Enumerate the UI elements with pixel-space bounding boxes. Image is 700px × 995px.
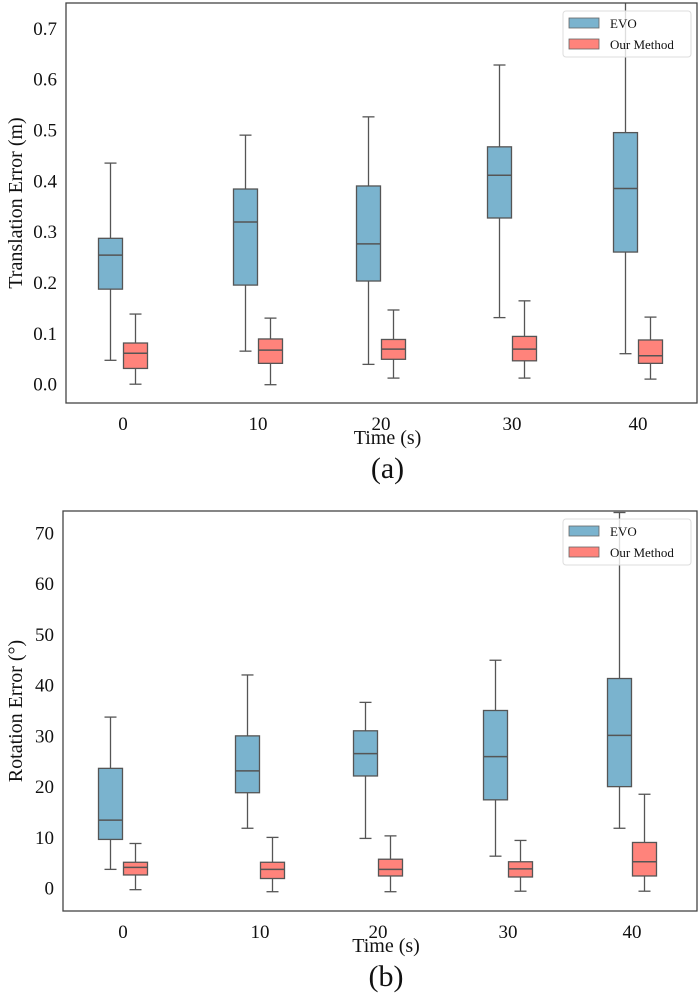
iqr-box — [606, 677, 633, 788]
box-our-method-t10 — [257, 317, 284, 386]
iqr-box — [122, 342, 149, 370]
box-our-method-t0 — [122, 313, 149, 385]
box-evo-t20 — [355, 116, 382, 366]
legend: EVO Our Method — [562, 10, 692, 58]
box-evo-t20 — [352, 701, 379, 840]
y-tick-label: 0.1 — [33, 324, 57, 345]
y-tick-label: 0 — [45, 879, 55, 900]
box-evo-t0 — [97, 716, 124, 871]
y-tick-label: 0.4 — [33, 171, 57, 192]
box-evo-t10 — [234, 674, 261, 829]
plot-area — [97, 511, 658, 893]
legend-label-our-method: Our Method — [610, 545, 674, 560]
box-evo-t10 — [232, 134, 259, 352]
y-tick-label: 70 — [35, 523, 54, 544]
y-tick-label: 10 — [35, 828, 54, 849]
x-tick-label: 20 — [369, 922, 388, 943]
box-evo-t0 — [97, 162, 124, 361]
iqr-box — [612, 131, 639, 253]
x-axis-label: Time (s) — [352, 935, 420, 957]
iqr-box — [97, 767, 124, 841]
iqr-box — [482, 709, 509, 801]
chart-panel-a: 0.0 0.1 0.2 0.3 0.4 0.5 0.6 0.7 0 10 20 30 40 Time (s… — [5, 2, 698, 485]
x-tick-label: 0 — [118, 414, 128, 435]
legend-swatch-our-method — [568, 546, 600, 558]
axes-frame — [65, 2, 698, 404]
x-axis-label: Time (s) — [354, 427, 422, 449]
box-evo-t30 — [486, 64, 513, 319]
iqr-box — [257, 338, 284, 365]
box-evo-t30 — [482, 659, 509, 857]
iqr-box — [232, 188, 259, 286]
legend-label-our-method: Our Method — [610, 37, 674, 52]
box-our-method-t0 — [122, 842, 149, 891]
iqr-box — [377, 858, 404, 877]
box-our-method-t30 — [511, 300, 538, 379]
iqr-box — [259, 861, 286, 880]
x-tick-label: 10 — [251, 922, 270, 943]
y-tick-label: 60 — [35, 574, 54, 595]
box-our-method-t40 — [631, 793, 658, 892]
iqr-box — [122, 861, 149, 876]
y-tick-label: 40 — [35, 676, 54, 697]
y-axis-label: Rotation Error (°) — [5, 640, 27, 782]
box-our-method-t10 — [259, 836, 286, 893]
plot-area — [97, 3, 664, 386]
x-tick-label: 10 — [249, 414, 268, 435]
panel-label: (a) — [371, 452, 404, 485]
legend-swatch-our-method — [568, 38, 600, 50]
y-tick-label: 50 — [35, 625, 54, 646]
y-tick-label: 0.5 — [33, 121, 57, 142]
x-tick-label: 40 — [623, 922, 642, 943]
y-tick-label: 0.3 — [33, 222, 57, 243]
y-tick-label: 0.6 — [33, 70, 57, 91]
iqr-box — [355, 185, 382, 282]
iqr-box — [234, 735, 261, 794]
x-tick-label: 30 — [499, 922, 518, 943]
box-our-method-t30 — [507, 839, 534, 892]
chart-panel-b: 0 10 20 30 40 50 60 70 0 10 20 30 40 Time (s) Rotation… — [5, 510, 698, 993]
panel-label: (b) — [369, 960, 404, 993]
x-tick-label: 20 — [372, 414, 391, 435]
axes-frame — [62, 510, 698, 912]
iqr-box — [97, 237, 124, 290]
y-axis-label: Translation Error (m) — [5, 117, 27, 288]
y-tick-label: 0.2 — [33, 273, 57, 294]
iqr-box — [631, 841, 658, 877]
x-tick-label: 40 — [629, 414, 648, 435]
legend-label-evo: EVO — [610, 16, 637, 31]
box-our-method-t20 — [380, 309, 407, 379]
legend: EVO Our Method — [562, 518, 692, 566]
y-tick-label: 0.0 — [33, 375, 57, 396]
x-tick-label: 0 — [118, 922, 128, 943]
iqr-box — [637, 339, 664, 365]
box-our-method-t40 — [637, 316, 664, 380]
legend-label-evo: EVO — [610, 524, 637, 539]
legend-swatch-evo — [568, 525, 600, 537]
x-tick-label: 30 — [503, 414, 522, 435]
legend-swatch-evo — [568, 17, 600, 29]
y-tick-label: 20 — [35, 777, 54, 798]
y-tick-label: 0.7 — [33, 19, 57, 40]
y-tick-label: 30 — [35, 726, 54, 747]
iqr-box — [486, 146, 513, 219]
box-our-method-t20 — [377, 835, 404, 893]
box-evo-t40 — [612, 3, 639, 355]
